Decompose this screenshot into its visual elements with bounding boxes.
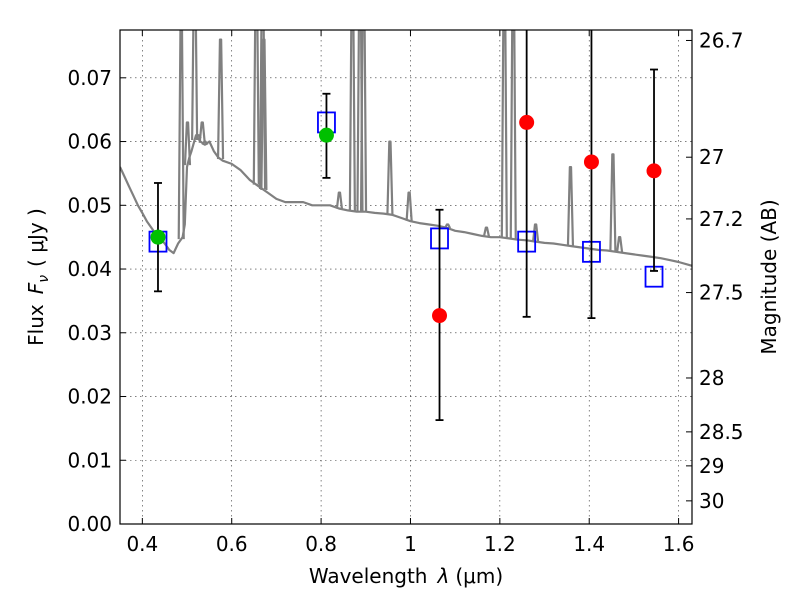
y-axis-title: Flux Fν ( μJy ) <box>24 208 52 346</box>
y-tick-label: 0.01 <box>67 448 112 472</box>
y-axis-title-unit: ( μJy ) <box>24 208 48 267</box>
emission-line-spike <box>252 30 260 185</box>
y-axis-title-subscript: ν <box>36 275 52 283</box>
emission-line-spike <box>191 30 199 140</box>
x-axis-title: Wavelength λ (μm) <box>309 564 503 588</box>
axis-ticks: 0.4 0.6 0.8 1 1.2 1.4 1.6 0.00 0.01 0.02 0.03 0.04 0… <box>67 28 743 556</box>
y-tick-label: 0.02 <box>67 385 112 409</box>
x-tick-label: 1 <box>404 532 417 556</box>
emission-line-spike <box>201 140 209 146</box>
emission-line-spike <box>348 30 356 212</box>
emission-line-spike <box>532 223 540 242</box>
y2-tick-label: 27.5 <box>699 281 744 305</box>
emission-line-spike <box>198 121 206 143</box>
y-tick-label: 0.07 <box>67 66 112 90</box>
y2-tick-label: 30 <box>699 489 724 513</box>
low-sn-point <box>583 154 599 170</box>
emission-line-spike <box>609 153 617 252</box>
x-tick-label: 0.4 <box>126 532 158 556</box>
y2-tick-label: 29 <box>699 454 724 478</box>
low-sn-point <box>646 163 662 179</box>
emission-line-spike <box>335 191 344 209</box>
emission-line-spike <box>616 236 624 253</box>
emission-line-spike <box>216 38 225 160</box>
emission-line-spike <box>359 30 368 212</box>
y-tick-label: 0.05 <box>67 193 112 217</box>
x-tick-label: 1.6 <box>663 532 695 556</box>
y-tick-label: 0.06 <box>67 130 112 154</box>
emission-line-spike <box>386 140 394 215</box>
y2-tick-label: 27.2 <box>699 207 744 231</box>
y2-tick-label: 26.7 <box>699 28 744 52</box>
y-axis-title-prefix: Flux <box>24 304 48 346</box>
x-tick-label: 0.8 <box>305 532 337 556</box>
emission-line-spike <box>405 191 413 221</box>
emission-line-spike <box>500 30 508 238</box>
y-tick-label: 0.03 <box>67 321 112 345</box>
grid-lines <box>120 30 692 525</box>
low-sn-point <box>432 308 448 324</box>
detection-point <box>318 127 334 143</box>
low-sn-point <box>519 114 535 130</box>
x-tick-label: 1.2 <box>484 532 516 556</box>
spectrum-line <box>120 134 692 267</box>
x-axis-title-unit: (μm) <box>455 564 503 588</box>
emission-line-spike <box>444 223 452 229</box>
plot-frame <box>119 29 693 525</box>
plot-area <box>120 30 692 267</box>
x-tick-label: 1.4 <box>573 532 605 556</box>
y-axis-title-symbol: F <box>24 282 48 294</box>
error-bars <box>148 30 664 422</box>
emission-line-spike <box>177 30 185 240</box>
emission-line-spike <box>183 121 192 166</box>
y-tick-label: 0.00 <box>67 512 112 536</box>
y2-tick-label: 28 <box>699 366 724 390</box>
y2-tick-label: 28.5 <box>699 420 744 444</box>
emission-line-spike <box>482 226 491 237</box>
x-tick-label: 0.6 <box>216 532 248 556</box>
y2-axis-title: Magnitude (AB) <box>757 199 781 354</box>
emission-line-spike <box>566 165 575 246</box>
y2-tick-label: 27 <box>699 145 724 169</box>
x-axis-title-prefix: Wavelength <box>309 564 428 588</box>
y-tick-label: 0.04 <box>67 257 112 281</box>
x-axis-title-symbol: λ <box>437 564 450 588</box>
emission-line-spike <box>509 30 517 240</box>
detection-point <box>150 229 166 245</box>
emission-line-spike <box>260 38 268 191</box>
